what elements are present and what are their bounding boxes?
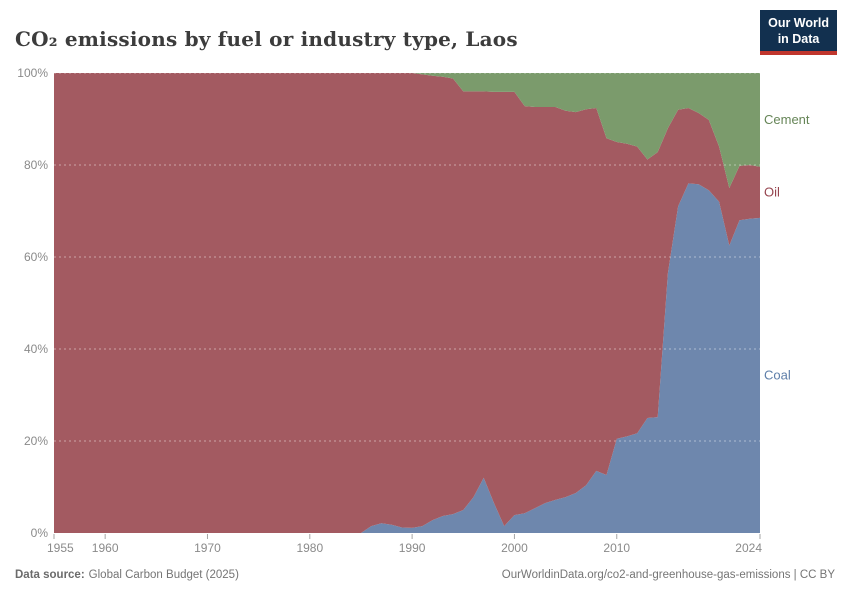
- x-axis-label: 1990: [399, 541, 426, 555]
- area-coal[interactable]: [54, 183, 760, 533]
- y-axis-label: 80%: [24, 158, 48, 172]
- legend-label-oil[interactable]: Oil: [764, 184, 780, 199]
- legend-label-coal[interactable]: Coal: [764, 367, 791, 382]
- area-oil[interactable]: [54, 73, 760, 533]
- x-axis-label: 1970: [194, 541, 221, 555]
- x-axis-label: 2010: [603, 541, 630, 555]
- owid-logo-line2: in Data: [777, 32, 820, 46]
- owid-logo-line1: Our World: [768, 16, 829, 30]
- data-source-value: Global Carbon Budget (2025): [88, 569, 239, 581]
- x-axis-label: 2024: [735, 541, 762, 555]
- x-axis-label: 1960: [92, 541, 119, 555]
- x-axis-label: 1980: [296, 541, 323, 555]
- x-axis-label: 2000: [501, 541, 528, 555]
- data-source-label: Data source:: [15, 569, 85, 581]
- footer-link[interactable]: OurWorldinData.org/co2-and-greenhouse-ga…: [501, 569, 835, 581]
- y-axis-label: 40%: [24, 342, 48, 356]
- stacked-area-chart[interactable]: 0% 20% 40% 60% 80% 100% 1955 1960 1970 1980 1990 20…: [0, 60, 850, 560]
- page-title: CO₂ emissions by fuel or industry type, …: [15, 27, 518, 52]
- area-cement[interactable]: [54, 73, 760, 188]
- y-axis-label: 60%: [24, 250, 48, 264]
- legend-label-cement[interactable]: Cement: [764, 112, 810, 127]
- y-axis-label: 0%: [31, 526, 49, 540]
- chart-footer: Data source: Global Carbon Budget (2025) …: [15, 569, 835, 581]
- owid-logo[interactable]: Our World in Data: [760, 10, 837, 55]
- y-axis-label: 20%: [24, 434, 48, 448]
- x-axis-label: 1955: [47, 541, 74, 555]
- y-axis-label: 100%: [17, 66, 48, 80]
- data-source: Data source: Global Carbon Budget (2025): [15, 569, 239, 581]
